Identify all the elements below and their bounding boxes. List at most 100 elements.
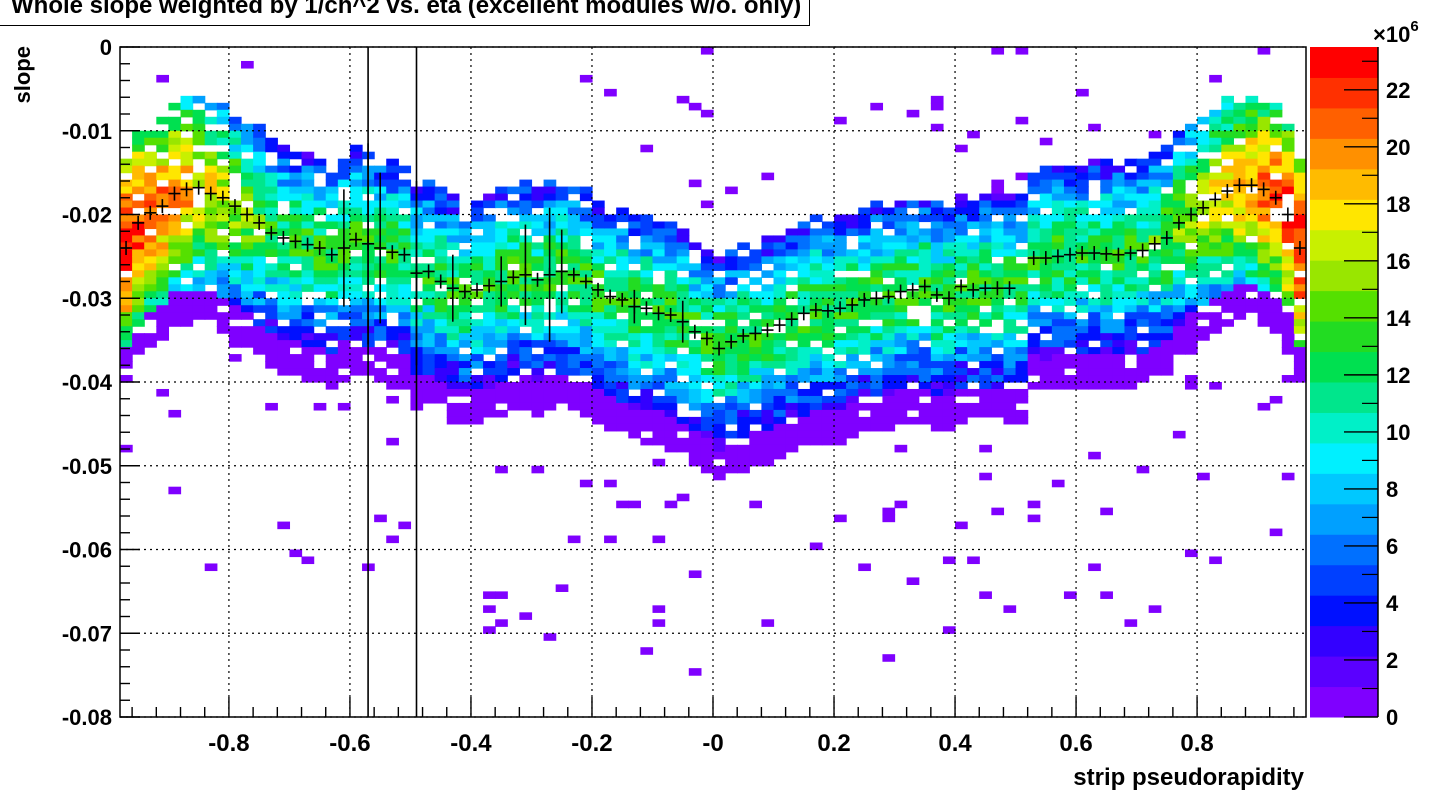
heatmap-cell bbox=[858, 388, 871, 397]
heatmap-cell bbox=[713, 465, 726, 474]
heatmap-cell bbox=[955, 402, 968, 411]
heatmap-cell bbox=[942, 423, 956, 432]
heatmap-cell bbox=[894, 319, 908, 327]
heatmap-cell bbox=[1245, 151, 1259, 160]
heatmap-cell bbox=[1088, 347, 1101, 355]
heatmap-cell bbox=[1124, 368, 1138, 376]
heatmap-cell bbox=[991, 200, 1005, 209]
heatmap-cell bbox=[567, 305, 581, 313]
heatmap-cell bbox=[628, 326, 641, 334]
heatmap-cell bbox=[591, 382, 605, 390]
heatmap-cell bbox=[640, 437, 654, 446]
heatmap-cell bbox=[967, 221, 980, 230]
heatmap-cell bbox=[761, 312, 775, 320]
heatmap-cell bbox=[616, 256, 629, 264]
heatmap-cell bbox=[507, 368, 520, 376]
heatmap-cell bbox=[1100, 242, 1113, 250]
heatmap-cell bbox=[168, 486, 182, 495]
heatmap-cell bbox=[301, 256, 315, 264]
heatmap-cell bbox=[216, 207, 230, 216]
heatmap-cell bbox=[289, 549, 303, 558]
heatmap-cell bbox=[628, 423, 641, 432]
heatmap-cell bbox=[228, 228, 242, 237]
heatmap-cell bbox=[640, 221, 654, 230]
heatmap-cell bbox=[1112, 340, 1126, 348]
heatmap-cell bbox=[725, 361, 738, 369]
heatmap-cell bbox=[942, 416, 956, 425]
heatmap-cell bbox=[1136, 361, 1150, 369]
heatmap-cell bbox=[507, 382, 520, 390]
heatmap-cell bbox=[483, 591, 496, 599]
heatmap-cell bbox=[773, 312, 787, 320]
heatmap-cell bbox=[930, 402, 944, 411]
heatmap-cell bbox=[834, 242, 847, 250]
heatmap-cell bbox=[1100, 375, 1113, 383]
heatmap-cell bbox=[773, 361, 787, 369]
heatmap-cell bbox=[1148, 165, 1162, 174]
colorbar-tick-label: 4 bbox=[1386, 591, 1399, 616]
heatmap-cell bbox=[700, 200, 714, 209]
heatmap-cell bbox=[1221, 242, 1234, 250]
heatmap-cell bbox=[761, 340, 775, 348]
heatmap-cell bbox=[1100, 591, 1113, 599]
heatmap-cell bbox=[979, 263, 992, 271]
heatmap-cell bbox=[1209, 263, 1222, 271]
heatmap-cell bbox=[531, 228, 545, 237]
heatmap-cell bbox=[846, 256, 859, 264]
heatmap-cell bbox=[858, 277, 871, 285]
heatmap-cell bbox=[1221, 95, 1234, 104]
heatmap-cell bbox=[519, 214, 533, 223]
heatmap-cell bbox=[737, 291, 750, 299]
heatmap-cell bbox=[386, 291, 399, 299]
heatmap-cell bbox=[870, 416, 884, 425]
heatmap-cell bbox=[846, 402, 859, 411]
heatmap-cell bbox=[313, 165, 327, 174]
heatmap-cell bbox=[543, 354, 557, 362]
colorbar-tick-label: 10 bbox=[1386, 420, 1410, 445]
heatmap-cell bbox=[1257, 249, 1271, 257]
heatmap-cell bbox=[1197, 270, 1210, 278]
heatmap-cell bbox=[1233, 228, 1247, 237]
heatmap-cell bbox=[1172, 249, 1186, 257]
heatmap-cell bbox=[858, 235, 871, 244]
heatmap-cell bbox=[1088, 256, 1101, 264]
heatmap-cell bbox=[785, 249, 799, 257]
x-tick-label: 0.8 bbox=[1180, 730, 1213, 757]
heatmap-cell bbox=[241, 179, 254, 188]
heatmap-cell bbox=[1269, 319, 1283, 327]
heatmap-cell bbox=[228, 291, 242, 299]
heatmap-cell bbox=[688, 277, 702, 285]
heatmap-cell bbox=[1076, 88, 1089, 97]
heatmap-cell bbox=[628, 214, 641, 223]
heatmap-cell bbox=[979, 312, 992, 320]
heatmap-cell bbox=[349, 284, 363, 292]
heatmap-cell bbox=[422, 277, 436, 285]
heatmap-cell bbox=[894, 368, 908, 376]
heatmap-cell bbox=[797, 368, 811, 376]
heatmap-cell bbox=[676, 361, 690, 369]
heatmap-cell bbox=[834, 116, 847, 125]
heatmap-cell bbox=[725, 186, 738, 195]
heatmap-cell bbox=[979, 409, 992, 418]
heatmap-cell bbox=[1124, 158, 1138, 167]
heatmap-cell bbox=[483, 361, 496, 369]
heatmap-cell bbox=[882, 375, 896, 383]
heatmap-cell bbox=[846, 263, 859, 271]
heatmap-cell bbox=[1184, 270, 1198, 278]
heatmap-cell bbox=[1197, 284, 1210, 292]
heatmap-cell bbox=[1027, 172, 1041, 181]
heatmap-cell bbox=[1100, 228, 1113, 237]
heatmap-cell bbox=[144, 256, 157, 264]
heatmap-cell bbox=[700, 451, 714, 460]
heatmap-cell bbox=[555, 368, 569, 376]
heatmap-cell bbox=[325, 221, 339, 230]
heatmap-cell bbox=[834, 423, 847, 432]
heatmap-cell bbox=[337, 326, 351, 334]
heatmap-cell bbox=[725, 291, 738, 299]
heatmap-cell bbox=[120, 200, 133, 209]
heatmap-cell bbox=[325, 333, 339, 341]
heatmap-cell bbox=[507, 340, 520, 348]
heatmap-cell bbox=[567, 214, 581, 223]
heatmap-cell bbox=[676, 388, 690, 397]
heatmap-cell bbox=[640, 402, 654, 411]
